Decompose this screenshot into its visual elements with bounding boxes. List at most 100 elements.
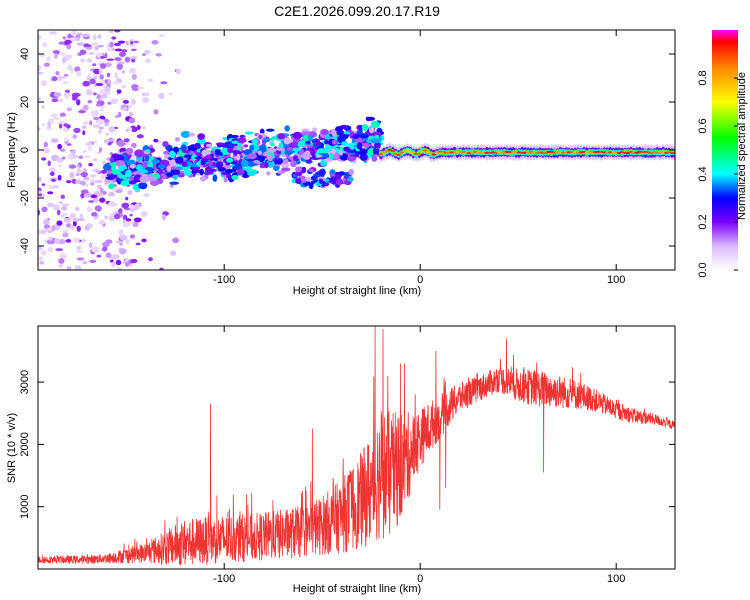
spectrogram-cell	[183, 154, 193, 158]
spectrogram-cell	[38, 209, 41, 216]
spectrogram-cell	[365, 138, 373, 144]
spectrogram-cell	[127, 190, 133, 196]
spectrogram-cell	[58, 41, 66, 45]
spectrogram-cell	[64, 93, 70, 100]
spectrogram-cell	[91, 246, 100, 253]
spectrogram-cell	[194, 142, 201, 149]
spectrogram-cell	[90, 110, 98, 117]
spectrogram-cell	[431, 153, 437, 156]
spectrogram-cell	[257, 150, 263, 155]
spectrogram-cell	[175, 157, 184, 164]
spectrogram-cell	[111, 168, 121, 175]
spectrogram-cell	[141, 92, 146, 97]
spectrogram-cell	[76, 42, 84, 46]
spectrogram-cell	[130, 40, 134, 45]
spectrogram-cell	[57, 143, 62, 150]
spectrogram-cell	[125, 239, 130, 245]
spectrogram-cell	[181, 161, 188, 167]
spectrogram-cell	[122, 260, 127, 264]
spectrogram-cell	[62, 156, 66, 160]
spectrogram-cell	[78, 110, 86, 114]
spectrogram-cell	[329, 152, 334, 160]
y-tick-label: -40	[19, 238, 31, 254]
spectrogram-cell	[405, 149, 410, 152]
colorbar: 0.0 0.2 0.4 0.6 0.8 Normalized spectral ampl…	[697, 30, 748, 278]
spectrogram-cell	[175, 68, 181, 75]
spectrogram-cell	[330, 176, 337, 183]
spectrogram-cell	[121, 70, 126, 74]
spectrogram-cell	[351, 138, 356, 144]
spectrogram-cell	[106, 58, 115, 61]
spectrogram-cell	[86, 223, 93, 229]
spectrogram-cell	[387, 148, 392, 151]
spectrogram-cell	[129, 163, 136, 169]
spectrogram-cell	[64, 137, 68, 142]
spectrogram-cell	[259, 163, 264, 169]
spectrogram-cell	[374, 142, 381, 149]
spectrogram-cell	[42, 147, 51, 154]
spectrogram-cell	[64, 89, 70, 93]
spectrogram-cell	[306, 144, 314, 148]
spectrogram-cell	[101, 93, 108, 99]
snr-series-line	[38, 326, 675, 566]
spectrogram-cell	[75, 173, 80, 176]
spectrogram-x-ticks: -100 0 100	[213, 30, 625, 286]
spectrogram-cell	[75, 70, 82, 77]
spectrogram-cell	[105, 132, 110, 136]
spectrogram-cell	[130, 58, 136, 63]
spectrogram-cell	[205, 154, 212, 160]
spectrogram-cell	[69, 224, 75, 230]
spectrogram-cell	[133, 217, 142, 223]
spectrogram-cell	[53, 53, 58, 59]
colorbar-ticks: 0.0 0.2 0.4 0.6 0.8	[697, 70, 738, 278]
spectrogram-cell	[99, 187, 104, 193]
spectrogram-cell	[417, 152, 422, 155]
spectrogram-cell	[384, 150, 390, 153]
spectrogram-cell	[76, 99, 81, 106]
y-tick-label: 1000	[19, 494, 31, 518]
spectrogram-cell	[136, 125, 141, 130]
spectrogram-cell	[59, 253, 68, 259]
spectrogram-cell	[74, 206, 80, 212]
spectrogram-cell	[97, 44, 104, 48]
spectrogram-cell	[122, 99, 129, 104]
spectrogram-cell	[159, 267, 164, 270]
spectrogram-cell	[62, 36, 66, 40]
spectrogram-cell	[159, 34, 165, 37]
spectrogram-cell	[348, 169, 354, 176]
spectrogram-cell	[374, 135, 380, 139]
spectrogram-cell	[161, 174, 167, 179]
spectrogram-cell	[90, 194, 98, 199]
spectrogram-cell	[292, 131, 303, 140]
spectrogram-cell	[59, 112, 67, 117]
spectrogram-cell	[343, 146, 350, 152]
spectrogram-cell	[356, 142, 363, 150]
spectrogram-cell	[60, 214, 65, 218]
spectrogram-cell	[149, 180, 160, 186]
spectrogram-cell	[103, 118, 110, 124]
spectrogram-cell	[56, 157, 64, 163]
spectrogram-cell	[94, 205, 102, 212]
spectrogram-cell	[295, 177, 302, 184]
spectrogram-cell	[139, 175, 150, 184]
spectrogram-cell	[124, 56, 131, 63]
spectrogram-cell	[180, 130, 191, 138]
spectrogram-cell	[38, 193, 43, 197]
spectrogram-cell	[90, 182, 95, 186]
spectrogram-cell	[133, 40, 140, 44]
spectrogram-cell	[130, 56, 138, 59]
spectrogram-cell	[46, 56, 51, 62]
spectrogram-cell	[73, 237, 80, 243]
spectrogram-cell	[89, 120, 93, 126]
spectrogram-cell	[359, 133, 369, 139]
spectrogram-cell	[335, 126, 343, 133]
spectrogram-cell	[48, 167, 56, 172]
spectrogram-cell	[60, 52, 66, 56]
spectrogram-cell	[264, 162, 269, 169]
spectrogram-cell	[115, 189, 123, 193]
spectrogram-cell	[121, 49, 128, 53]
spectrogram-cell	[76, 246, 82, 250]
spectrogram-cell	[265, 128, 275, 132]
spectrogram-cell	[130, 48, 137, 52]
spectrogram-cell	[83, 149, 87, 153]
